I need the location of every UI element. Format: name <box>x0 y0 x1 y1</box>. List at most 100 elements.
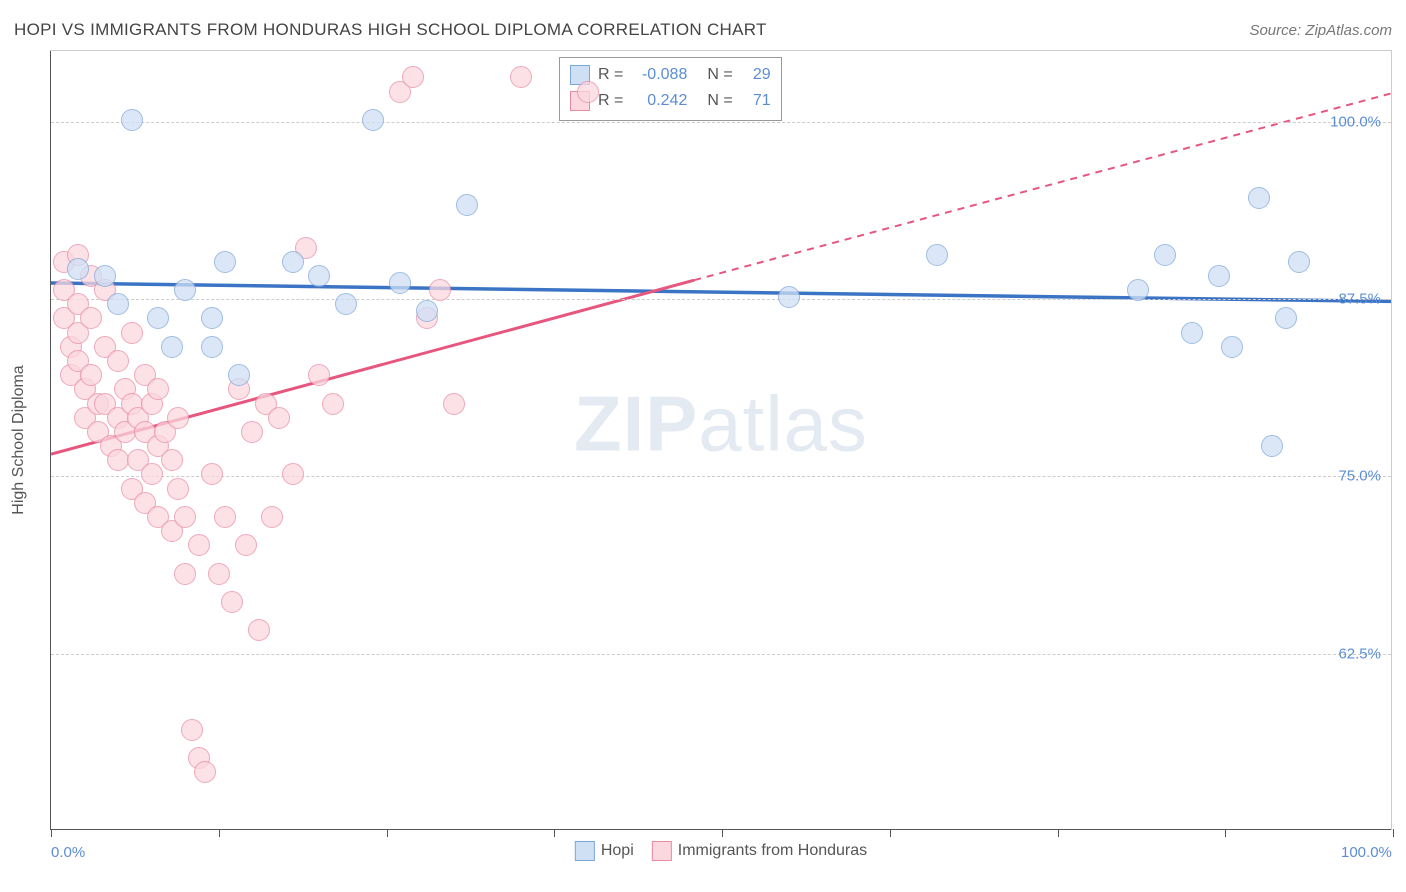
point-series2 <box>161 449 183 471</box>
stat-value: -0.088 <box>631 66 687 84</box>
point-series2 <box>174 563 196 585</box>
point-series2 <box>208 563 230 585</box>
gridline <box>51 476 1391 477</box>
point-series2 <box>429 279 451 301</box>
point-series2 <box>167 478 189 500</box>
point-series1 <box>174 279 196 301</box>
legend-item: Hopi <box>575 841 634 861</box>
point-series1 <box>1288 251 1310 273</box>
point-series1 <box>1208 265 1230 287</box>
gridline <box>51 299 1391 300</box>
x-tick <box>890 829 891 837</box>
x-tick <box>51 829 52 837</box>
point-series1 <box>94 265 116 287</box>
y-tick-label: 75.0% <box>1338 468 1381 485</box>
point-series2 <box>201 463 223 485</box>
point-series1 <box>228 364 250 386</box>
point-series1 <box>456 194 478 216</box>
gridline <box>51 122 1391 123</box>
point-series1 <box>121 109 143 131</box>
y-tick-label: 62.5% <box>1338 645 1381 662</box>
point-series1 <box>335 293 357 315</box>
stat-label: R = <box>598 66 623 84</box>
x-tick <box>1225 829 1226 837</box>
point-series1 <box>1248 187 1270 209</box>
point-series1 <box>161 336 183 358</box>
point-series2 <box>261 506 283 528</box>
point-series1 <box>362 109 384 131</box>
point-series1 <box>67 258 89 280</box>
point-series1 <box>147 307 169 329</box>
point-series1 <box>201 307 223 329</box>
point-series2 <box>121 322 143 344</box>
point-series1 <box>1275 307 1297 329</box>
point-series2 <box>167 407 189 429</box>
stat-label: N = <box>707 92 732 110</box>
point-series2 <box>443 393 465 415</box>
x-tick-label: 0.0% <box>51 844 85 861</box>
point-series2 <box>577 81 599 103</box>
point-series2 <box>235 534 257 556</box>
stat-label: N = <box>707 66 732 84</box>
point-series1 <box>214 251 236 273</box>
point-series1 <box>926 244 948 266</box>
x-tick <box>554 829 555 837</box>
x-tick <box>722 829 723 837</box>
point-series2 <box>282 463 304 485</box>
y-tick-label: 87.5% <box>1338 291 1381 308</box>
point-series2 <box>241 421 263 443</box>
legend-swatch <box>575 841 595 861</box>
point-series2 <box>308 364 330 386</box>
point-series2 <box>248 619 270 641</box>
point-series2 <box>510 66 532 88</box>
x-tick <box>1058 829 1059 837</box>
point-series2 <box>194 761 216 783</box>
point-series1 <box>1154 244 1176 266</box>
legend-label: Immigrants from Honduras <box>678 842 867 860</box>
point-series1 <box>389 272 411 294</box>
point-series2 <box>322 393 344 415</box>
point-series2 <box>402 66 424 88</box>
point-series2 <box>188 534 210 556</box>
legend-bottom: Hopi Immigrants from Honduras <box>575 841 867 861</box>
source-text: Source: ZipAtlas.com <box>1249 22 1392 39</box>
point-series1 <box>1221 336 1243 358</box>
point-series2 <box>107 449 129 471</box>
point-series1 <box>416 300 438 322</box>
legend-item: Immigrants from Honduras <box>652 841 867 861</box>
gridline <box>51 654 1391 655</box>
point-series2 <box>221 591 243 613</box>
point-series1 <box>1181 322 1203 344</box>
legend-swatch <box>652 841 672 861</box>
point-series1 <box>1127 279 1149 301</box>
point-series1 <box>107 293 129 315</box>
chart-area: ZIPatlas R =-0.088N =29R = 0.242N =71 Hi… <box>50 50 1392 830</box>
point-series2 <box>181 719 203 741</box>
chart-title: HOPI VS IMMIGRANTS FROM HONDURAS HIGH SC… <box>14 20 767 40</box>
point-series1 <box>282 251 304 273</box>
x-tick <box>387 829 388 837</box>
legend-stat-row: R = -0.088 N = 29 <box>570 62 771 88</box>
plot-region: ZIPatlas R =-0.088N =29R = 0.242N =71 Hi… <box>50 51 1391 830</box>
point-series2 <box>147 378 169 400</box>
stat-value: 71 <box>741 92 771 110</box>
point-series1 <box>1261 435 1283 457</box>
stat-value: 29 <box>741 66 771 84</box>
stat-label: R = <box>598 92 623 110</box>
x-tick-label: 100.0% <box>1341 844 1392 861</box>
point-series2 <box>268 407 290 429</box>
point-series2 <box>141 463 163 485</box>
point-series2 <box>214 506 236 528</box>
x-tick <box>219 829 220 837</box>
point-series2 <box>80 364 102 386</box>
x-tick <box>1393 829 1394 837</box>
watermark: ZIPatlas <box>574 379 868 470</box>
point-series1 <box>201 336 223 358</box>
point-series2 <box>107 350 129 372</box>
point-series1 <box>308 265 330 287</box>
point-series2 <box>174 506 196 528</box>
y-axis-label: High School Diploma <box>10 365 28 514</box>
y-tick-label: 100.0% <box>1330 113 1381 130</box>
point-series2 <box>80 307 102 329</box>
legend-stat-row: R = 0.242N =71 <box>570 88 771 114</box>
